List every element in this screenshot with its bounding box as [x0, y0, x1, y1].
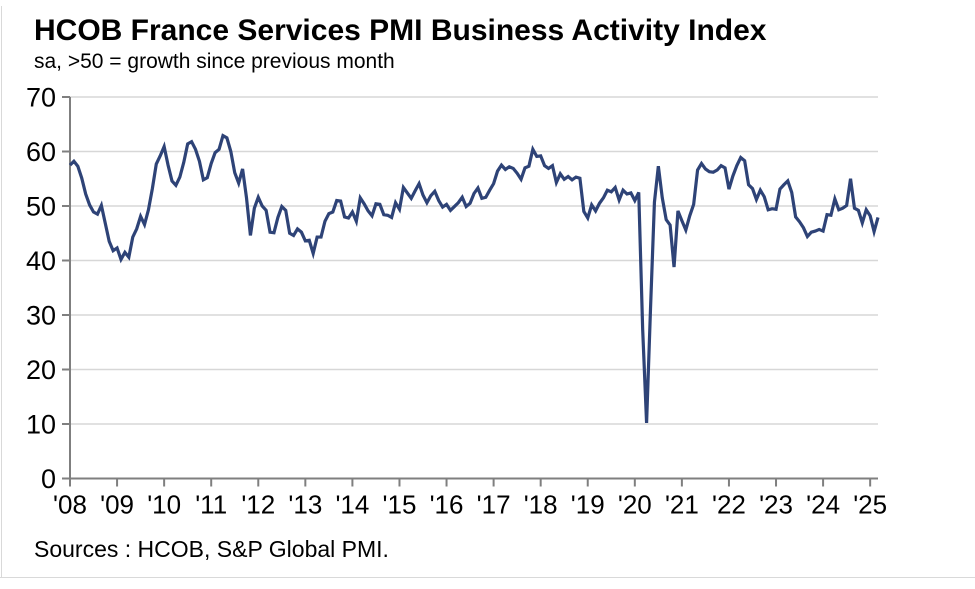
chart-title: HCOB France Services PMI Business Activi…: [34, 14, 767, 47]
x-tick-label-20: '20: [618, 490, 652, 520]
y-tick-label-60: 60: [26, 137, 56, 167]
x-tick-label-12: '12: [241, 490, 275, 520]
pmi-series-line: [68, 133, 880, 423]
y-tick-label-0: 0: [41, 464, 56, 494]
x-tick-label-21: '21: [665, 490, 699, 520]
x-tick-label-08: '08: [53, 490, 87, 520]
tick-labels: 0 10 20 30 40 50 60 70 '08 '09 '10 '11 '12 '13 '14 '15 '…: [26, 83, 887, 520]
x-tick-label-09: '09: [100, 490, 134, 520]
page-left-border: [1, 6, 2, 578]
x-tick-label-14: '14: [335, 490, 369, 520]
x-tick-label-19: '19: [571, 490, 605, 520]
y-tick-label-40: 40: [26, 246, 56, 276]
y-tick-label-30: 30: [26, 301, 56, 331]
tick-marks: [62, 96, 872, 487]
x-tick-label-25: '25: [853, 490, 887, 520]
x-tick-label-11: '11: [195, 490, 227, 520]
axes: [69, 97, 878, 480]
gridlines: [70, 96, 878, 425]
y-tick-label-50: 50: [26, 192, 56, 222]
x-tick-label-10: '10: [147, 490, 181, 520]
x-tick-label-23: '23: [759, 490, 793, 520]
x-tick-label-15: '15: [383, 490, 417, 520]
x-tick-label-24: '24: [806, 490, 840, 520]
x-tick-label-22: '22: [712, 490, 746, 520]
x-tick-label-16: '16: [430, 490, 464, 520]
x-tick-label-17: '17: [477, 490, 511, 520]
x-tick-label-18: '18: [524, 490, 558, 520]
y-tick-label-10: 10: [26, 410, 56, 440]
source-note: Sources : HCOB, S&P Global PMI.: [34, 536, 389, 562]
y-tick-label-70: 70: [26, 83, 56, 113]
x-tick-label-13: '13: [288, 490, 322, 520]
page-bottom-border: [0, 577, 975, 578]
chart-subtitle: sa, >50 = growth since previous month: [34, 50, 395, 73]
y-tick-label-20: 20: [26, 355, 56, 385]
data-line-group: [68, 133, 880, 423]
